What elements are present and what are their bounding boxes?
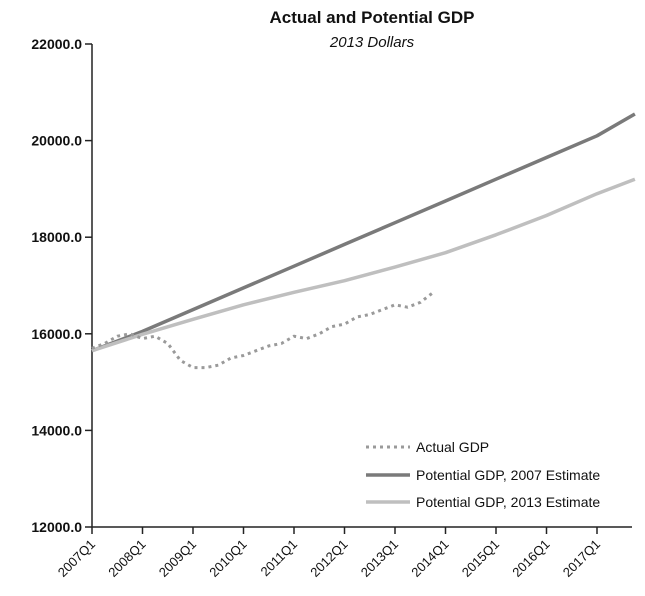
x-tick-label: 2009Q1 (156, 537, 199, 580)
x-tick-label: 2013Q1 (358, 537, 401, 580)
x-ticks: 2007Q1 2008Q1 2009Q1 2010Q1 2011Q1 2012Q1 2013… (55, 527, 603, 580)
series-layer (91, 112, 636, 370)
chart-title: Actual and Potential GDP (270, 8, 475, 27)
y-ticks: 12000.0 14000.0 16000.0 18000.0 20000.0 22000… (31, 36, 92, 535)
y-tick-label: 14000.0 (31, 422, 82, 438)
y-tick-label: 18000.0 (31, 229, 82, 245)
chart-subtitle: 2013 Dollars (329, 34, 415, 51)
x-tick-label: 2011Q1 (257, 537, 300, 580)
x-tick-label: 2015Q1 (459, 537, 502, 580)
x-tick-label: 2008Q1 (105, 537, 148, 580)
legend: Actual GDP Potential GDP, 2007 Estimate Po… (366, 439, 600, 510)
axes (91, 44, 632, 528)
x-tick-label: 2017Q1 (560, 537, 603, 580)
potential-gdp-2007-line (91, 112, 636, 353)
x-tick-label: 2007Q1 (55, 537, 98, 580)
x-tick-label: 2012Q1 (307, 537, 350, 580)
actual-gdp-line (91, 291, 434, 370)
legend-label: Potential GDP, 2007 Estimate (416, 467, 600, 483)
potential-gdp-2013-line (91, 177, 636, 353)
x-tick-label: 2010Q1 (206, 537, 249, 580)
x-tick-label: 2016Q1 (509, 537, 552, 580)
legend-label: Potential GDP, 2013 Estimate (416, 494, 600, 510)
y-tick-label: 20000.0 (31, 133, 82, 149)
legend-label: Actual GDP (416, 439, 489, 455)
y-tick-label: 16000.0 (31, 326, 82, 342)
x-tick-label: 2014Q1 (408, 537, 451, 580)
y-tick-label: 22000.0 (31, 36, 82, 52)
y-tick-label: 12000.0 (31, 519, 82, 535)
